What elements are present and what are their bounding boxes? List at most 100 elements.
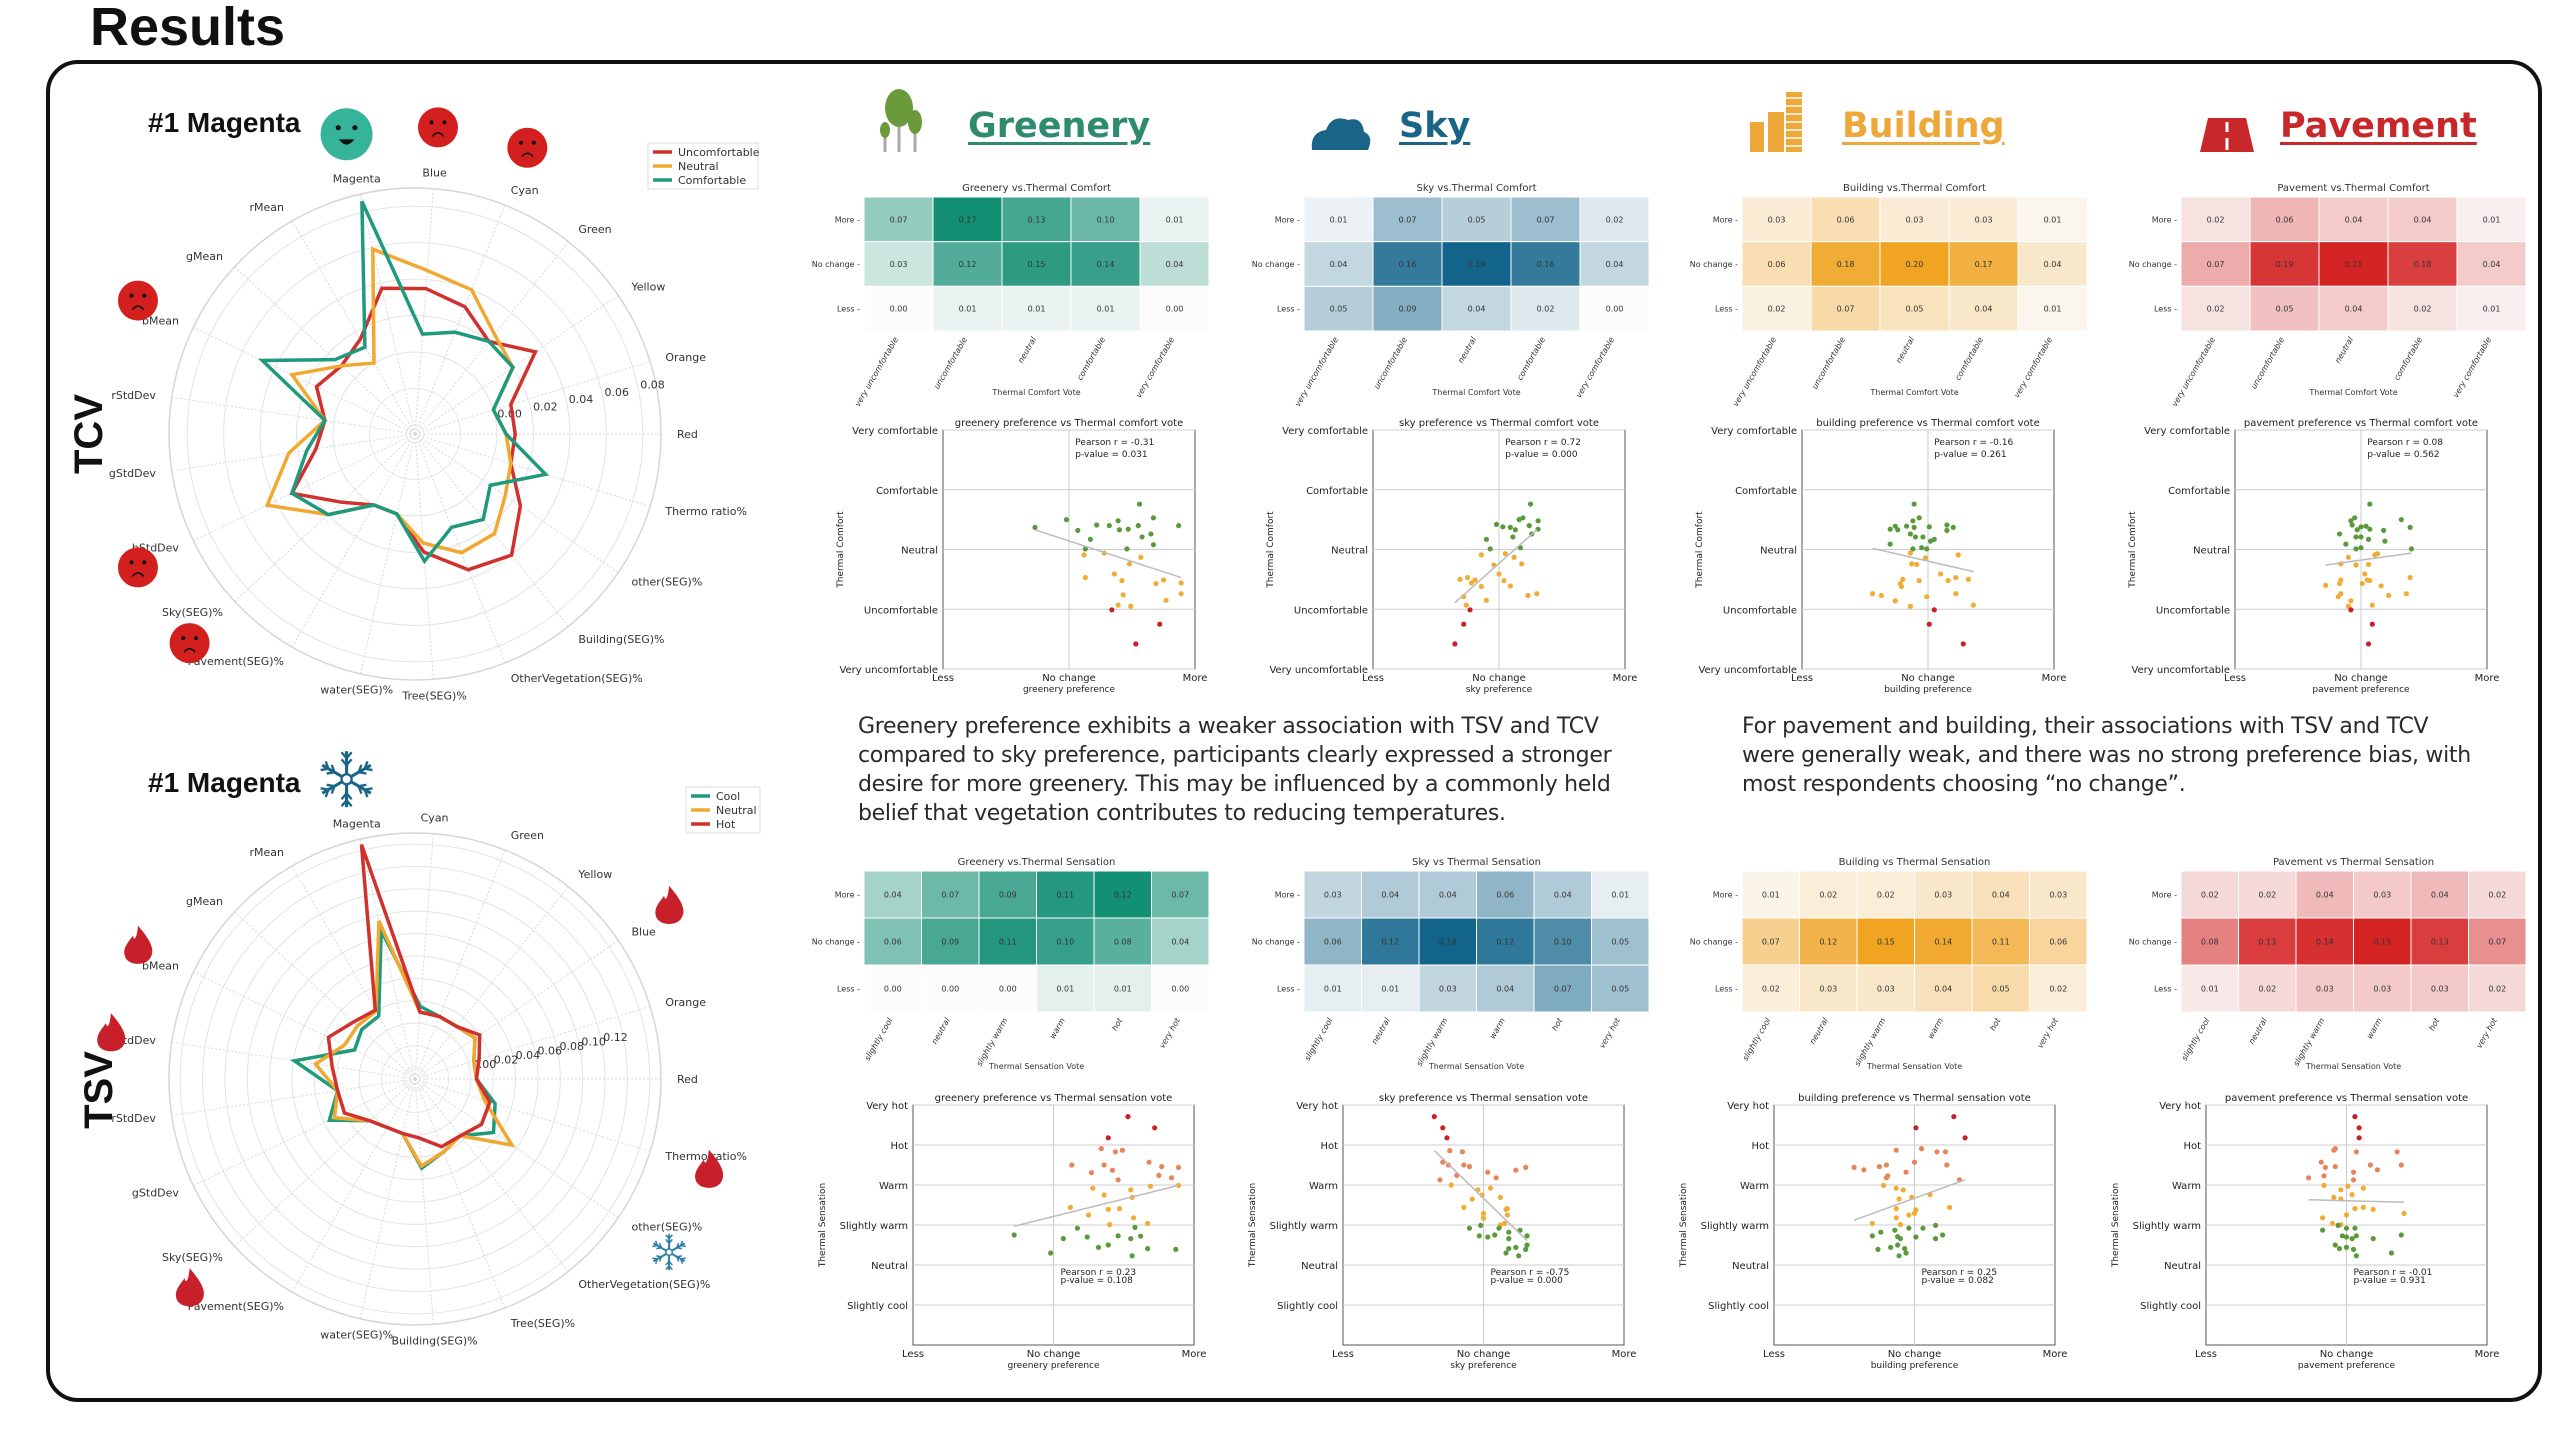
scatter-title: greenery preference vs Thermal comfort v…: [955, 418, 1184, 429]
row-label: No change -: [1252, 938, 1300, 947]
data-point: [1918, 1146, 1925, 1152]
heatmap-cell: [2456, 241, 2527, 287]
heatmap-cell: [1476, 964, 1535, 1013]
cell-value: 0.01: [959, 305, 977, 314]
cell-value: 0.03: [1934, 891, 1952, 900]
data-point: [1135, 523, 1141, 529]
cell-value: 0.02: [1877, 891, 1895, 900]
eye: [129, 293, 134, 298]
data-point: [1483, 597, 1489, 603]
axis-spoke: [414, 433, 651, 507]
heatmap-title: Sky vs.Thermal Comfort: [1416, 183, 1536, 194]
eye: [142, 293, 147, 298]
data-point: [1437, 1177, 1443, 1183]
cell-value: 0.12: [1819, 938, 1837, 947]
cell-value: 0.02: [1606, 215, 1624, 224]
data-point: [1900, 1187, 1906, 1193]
data-point: [1476, 1233, 1482, 1239]
snow-center: [340, 773, 353, 786]
x-tick-label: No change: [2334, 673, 2388, 684]
cell-value: 0.07: [1837, 305, 1855, 314]
data-point: [1945, 577, 1951, 584]
axis-spoke: [414, 940, 619, 1080]
grid-circle: [223, 242, 607, 626]
heatmap-cell: [1741, 241, 1812, 287]
data-point: [1895, 527, 1901, 533]
sad-face-icon: [117, 547, 158, 588]
data-point: [1136, 501, 1143, 507]
data-point: [1502, 551, 1508, 557]
data-point: [2321, 1182, 2327, 1188]
data-point: [2372, 552, 2378, 558]
data-point: [2345, 554, 2351, 560]
eye: [181, 636, 186, 641]
data-point: [2367, 577, 2373, 584]
data-point: [1138, 1233, 1144, 1239]
data-point: [1095, 1244, 1102, 1250]
heatmap-cell: [1971, 964, 2030, 1013]
x-axis-label: greenery preference: [1023, 685, 1116, 695]
axis-label: OtherVegetation(SEG)%: [511, 672, 643, 685]
trend-line: [1433, 1150, 1528, 1242]
data-point: [1086, 1212, 1092, 1218]
axis-spoke: [414, 1078, 651, 1152]
x-axis-label: building preference: [1871, 1361, 1959, 1371]
scatter-greenery-preference-vs-thermal-comfort-vote: Very uncomfortable Uncomfortable Neutral Co…: [836, 418, 1207, 695]
radar-side-label: TSV: [77, 1051, 121, 1129]
heatmap-title: Pavement vs.Thermal Comfort: [2277, 183, 2429, 194]
data-point: [1478, 552, 1484, 558]
x-tick-label: Less: [1763, 1349, 1785, 1360]
data-point: [2321, 1173, 2327, 1179]
column-label: very uncomfortable: [2170, 335, 2217, 408]
data-point: [1115, 518, 1121, 524]
snow-center: [665, 1248, 674, 1257]
data-point: [1130, 1215, 1137, 1221]
data-point: [1875, 1246, 1881, 1252]
heatmap-cell: [2029, 917, 2088, 966]
data-point: [1148, 531, 1154, 537]
pearson-r-label: Pearson r = 0.25: [1922, 1268, 1998, 1278]
axis-label: Tree(SEG)%: [510, 1317, 575, 1330]
cell-value: 0.04: [1330, 260, 1348, 269]
scatter-title: greenery preference vs Thermal sensation…: [935, 1093, 1173, 1104]
snow-branch: [357, 785, 363, 794]
y-tick-label: Comfortable: [876, 486, 938, 497]
heatmap-pavement-vs-thermal-comfort: Pavement vs.Thermal Comfort More - 0.02 0.0…: [2129, 183, 2527, 408]
x-tick-label: More: [1613, 673, 1638, 684]
column-label: slightly warm: [975, 1016, 1010, 1067]
heatmap-title: Building vs Thermal Sensation: [1839, 857, 1991, 868]
axis-label: Pavement(SEG)%: [188, 1300, 284, 1313]
data-point: [2401, 1210, 2407, 1216]
data-point: [1883, 1162, 1889, 1168]
data-point: [1510, 534, 1516, 540]
data-point: [2394, 1149, 2400, 1155]
data-point: [1178, 591, 1184, 597]
data-point: [1480, 1215, 1487, 1221]
cell-value: 0.13: [2431, 938, 2449, 947]
cell-value: 0.02: [2488, 985, 2506, 994]
axis-spoke: [193, 971, 416, 1080]
y-tick-label: Slightly cool: [1277, 1301, 1338, 1312]
data-point: [2382, 538, 2388, 544]
radial-tick-label: 0.08: [640, 379, 665, 392]
data-point: [2343, 1234, 2350, 1240]
data-point: [1944, 527, 1950, 533]
eye: [193, 636, 198, 641]
snow-branch: [676, 1242, 680, 1248]
data-point: [2369, 602, 2375, 608]
heatmap-cell: [1799, 917, 1858, 966]
cell-value: 0.01: [1762, 891, 1780, 900]
data-point: [1145, 1220, 1151, 1226]
data-point: [2378, 583, 2384, 589]
cell-value: 0.19: [2276, 260, 2294, 269]
snow-branch: [680, 1244, 686, 1248]
data-point: [2318, 1159, 2324, 1165]
cell-value: 0.15: [1877, 938, 1895, 947]
data-point: [1082, 574, 1088, 581]
data-point: [1900, 576, 1906, 582]
x-tick-label: More: [1182, 1349, 1207, 1360]
cell-value: 0.16: [1399, 260, 1417, 269]
data-point: [1912, 534, 1918, 540]
data-point: [1893, 1206, 1899, 1212]
data-point: [1878, 592, 1884, 599]
